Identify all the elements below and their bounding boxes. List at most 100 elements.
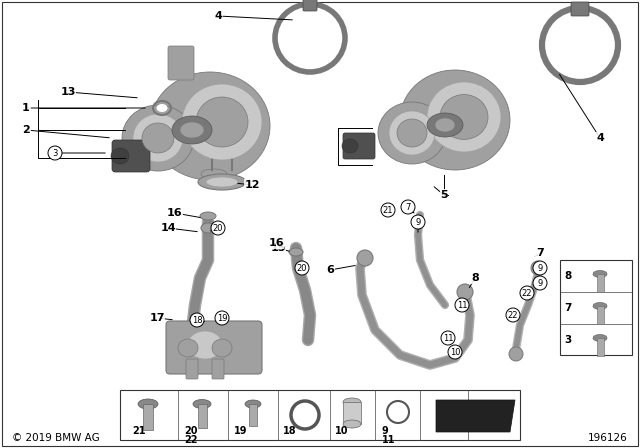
Ellipse shape	[343, 420, 361, 428]
Ellipse shape	[201, 223, 215, 233]
Text: 196126: 196126	[588, 433, 628, 443]
Text: 9: 9	[382, 426, 388, 436]
Circle shape	[215, 311, 229, 325]
Ellipse shape	[389, 111, 435, 155]
Circle shape	[295, 261, 309, 275]
Ellipse shape	[201, 169, 227, 179]
Text: 20: 20	[184, 426, 198, 436]
Ellipse shape	[440, 95, 488, 139]
Bar	[597, 338, 604, 356]
Circle shape	[381, 203, 395, 217]
Circle shape	[531, 261, 545, 275]
Text: 13: 13	[60, 87, 76, 97]
Circle shape	[401, 200, 415, 214]
Text: 3: 3	[564, 335, 572, 345]
Text: 19: 19	[234, 426, 248, 436]
Ellipse shape	[289, 248, 303, 256]
Text: 9: 9	[538, 263, 543, 272]
Bar	[343, 402, 361, 424]
Text: 17: 17	[149, 313, 164, 323]
FancyBboxPatch shape	[303, 0, 317, 11]
Ellipse shape	[378, 102, 446, 164]
Text: 22: 22	[522, 289, 532, 297]
Ellipse shape	[342, 139, 358, 153]
Circle shape	[411, 215, 425, 229]
Circle shape	[509, 347, 523, 361]
Text: 22: 22	[508, 310, 518, 319]
Text: 14: 14	[160, 223, 176, 233]
Ellipse shape	[122, 105, 194, 171]
Ellipse shape	[157, 104, 168, 112]
Text: 4: 4	[596, 133, 604, 143]
Text: 8: 8	[471, 273, 479, 283]
Text: 16: 16	[268, 238, 284, 248]
Circle shape	[457, 284, 473, 300]
Circle shape	[520, 286, 534, 300]
Ellipse shape	[111, 148, 129, 164]
Text: 15: 15	[270, 243, 285, 253]
Ellipse shape	[282, 11, 338, 65]
FancyBboxPatch shape	[112, 140, 150, 172]
Ellipse shape	[180, 122, 204, 138]
Bar	[560, 260, 632, 355]
Text: 5: 5	[440, 190, 448, 200]
FancyBboxPatch shape	[343, 133, 375, 159]
Ellipse shape	[150, 72, 270, 180]
Text: 11: 11	[382, 435, 396, 445]
Text: 9: 9	[538, 279, 543, 288]
Text: 20: 20	[212, 224, 223, 233]
Text: 22: 22	[184, 435, 198, 445]
Bar	[120, 390, 520, 440]
Circle shape	[357, 250, 373, 266]
Ellipse shape	[397, 119, 427, 147]
Ellipse shape	[593, 302, 607, 310]
Circle shape	[533, 261, 547, 275]
Bar	[143, 404, 153, 430]
Ellipse shape	[133, 114, 183, 162]
Ellipse shape	[178, 339, 198, 357]
Ellipse shape	[138, 399, 158, 409]
Text: 11: 11	[457, 301, 467, 310]
FancyBboxPatch shape	[186, 359, 198, 379]
Ellipse shape	[427, 82, 501, 152]
FancyBboxPatch shape	[168, 46, 194, 80]
Ellipse shape	[182, 84, 262, 160]
Text: 6: 6	[326, 265, 334, 275]
Ellipse shape	[435, 118, 455, 132]
Text: 18: 18	[192, 315, 202, 324]
Ellipse shape	[245, 400, 261, 408]
Text: 21: 21	[132, 426, 145, 436]
Circle shape	[48, 146, 62, 160]
Ellipse shape	[427, 113, 463, 137]
Ellipse shape	[188, 331, 223, 359]
Text: 18: 18	[283, 426, 296, 436]
Ellipse shape	[392, 406, 404, 418]
Circle shape	[190, 313, 204, 327]
Text: 19: 19	[217, 314, 227, 323]
Ellipse shape	[200, 212, 216, 220]
FancyBboxPatch shape	[571, 2, 589, 16]
Ellipse shape	[297, 407, 313, 423]
Ellipse shape	[550, 16, 610, 74]
Text: 2: 2	[22, 125, 30, 135]
Text: 1: 1	[22, 103, 30, 113]
Ellipse shape	[198, 174, 246, 190]
Circle shape	[441, 331, 455, 345]
Circle shape	[533, 276, 547, 290]
Bar	[597, 306, 604, 324]
Text: 4: 4	[214, 11, 222, 21]
Text: 7: 7	[536, 248, 544, 258]
Text: 8: 8	[564, 271, 572, 281]
Bar	[597, 274, 604, 292]
Ellipse shape	[142, 123, 174, 153]
Ellipse shape	[172, 116, 212, 144]
Circle shape	[506, 308, 520, 322]
Text: © 2019 BMW AG: © 2019 BMW AG	[12, 433, 100, 443]
Ellipse shape	[343, 398, 361, 406]
Text: 11: 11	[443, 333, 453, 343]
FancyBboxPatch shape	[166, 321, 262, 374]
Circle shape	[455, 298, 469, 312]
Bar	[198, 404, 207, 428]
Ellipse shape	[193, 400, 211, 409]
Text: 12: 12	[244, 180, 260, 190]
